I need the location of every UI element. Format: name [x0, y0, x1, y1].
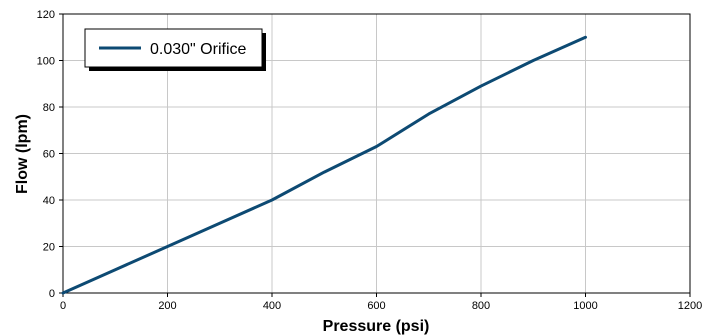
axis-ticks: 0 200 400 600 800 1000 1200 0 20 40 60 80 100 120 — [37, 9, 703, 312]
series-lines — [61, 35, 587, 295]
y-tick-label: 80 — [43, 102, 55, 114]
legend: 0.030" Orifice — [84, 28, 266, 71]
x-tick-label: 1000 — [573, 300, 597, 312]
x-tick-label: 1200 — [678, 300, 702, 312]
x-tick-label: 200 — [158, 300, 176, 312]
x-tick-label: 400 — [263, 300, 281, 312]
x-tick-label: 600 — [367, 300, 385, 312]
x-tick-label: 0 — [60, 300, 66, 312]
x-tick-label: 800 — [472, 300, 490, 312]
y-tick-label: 40 — [43, 195, 55, 207]
y-tick-label: 60 — [43, 149, 55, 161]
legend-entry-label: 0.030" Orifice — [150, 41, 246, 58]
y-tick-label: 0 — [49, 288, 55, 300]
y-axis-title: Flow (lpm) — [14, 114, 31, 194]
x-axis-title: Pressure (psi) — [323, 318, 430, 335]
y-tick-label: 20 — [43, 242, 55, 254]
y-tick-label: 100 — [37, 56, 55, 68]
y-tick-label: 120 — [37, 9, 55, 21]
series-line — [61, 35, 587, 295]
